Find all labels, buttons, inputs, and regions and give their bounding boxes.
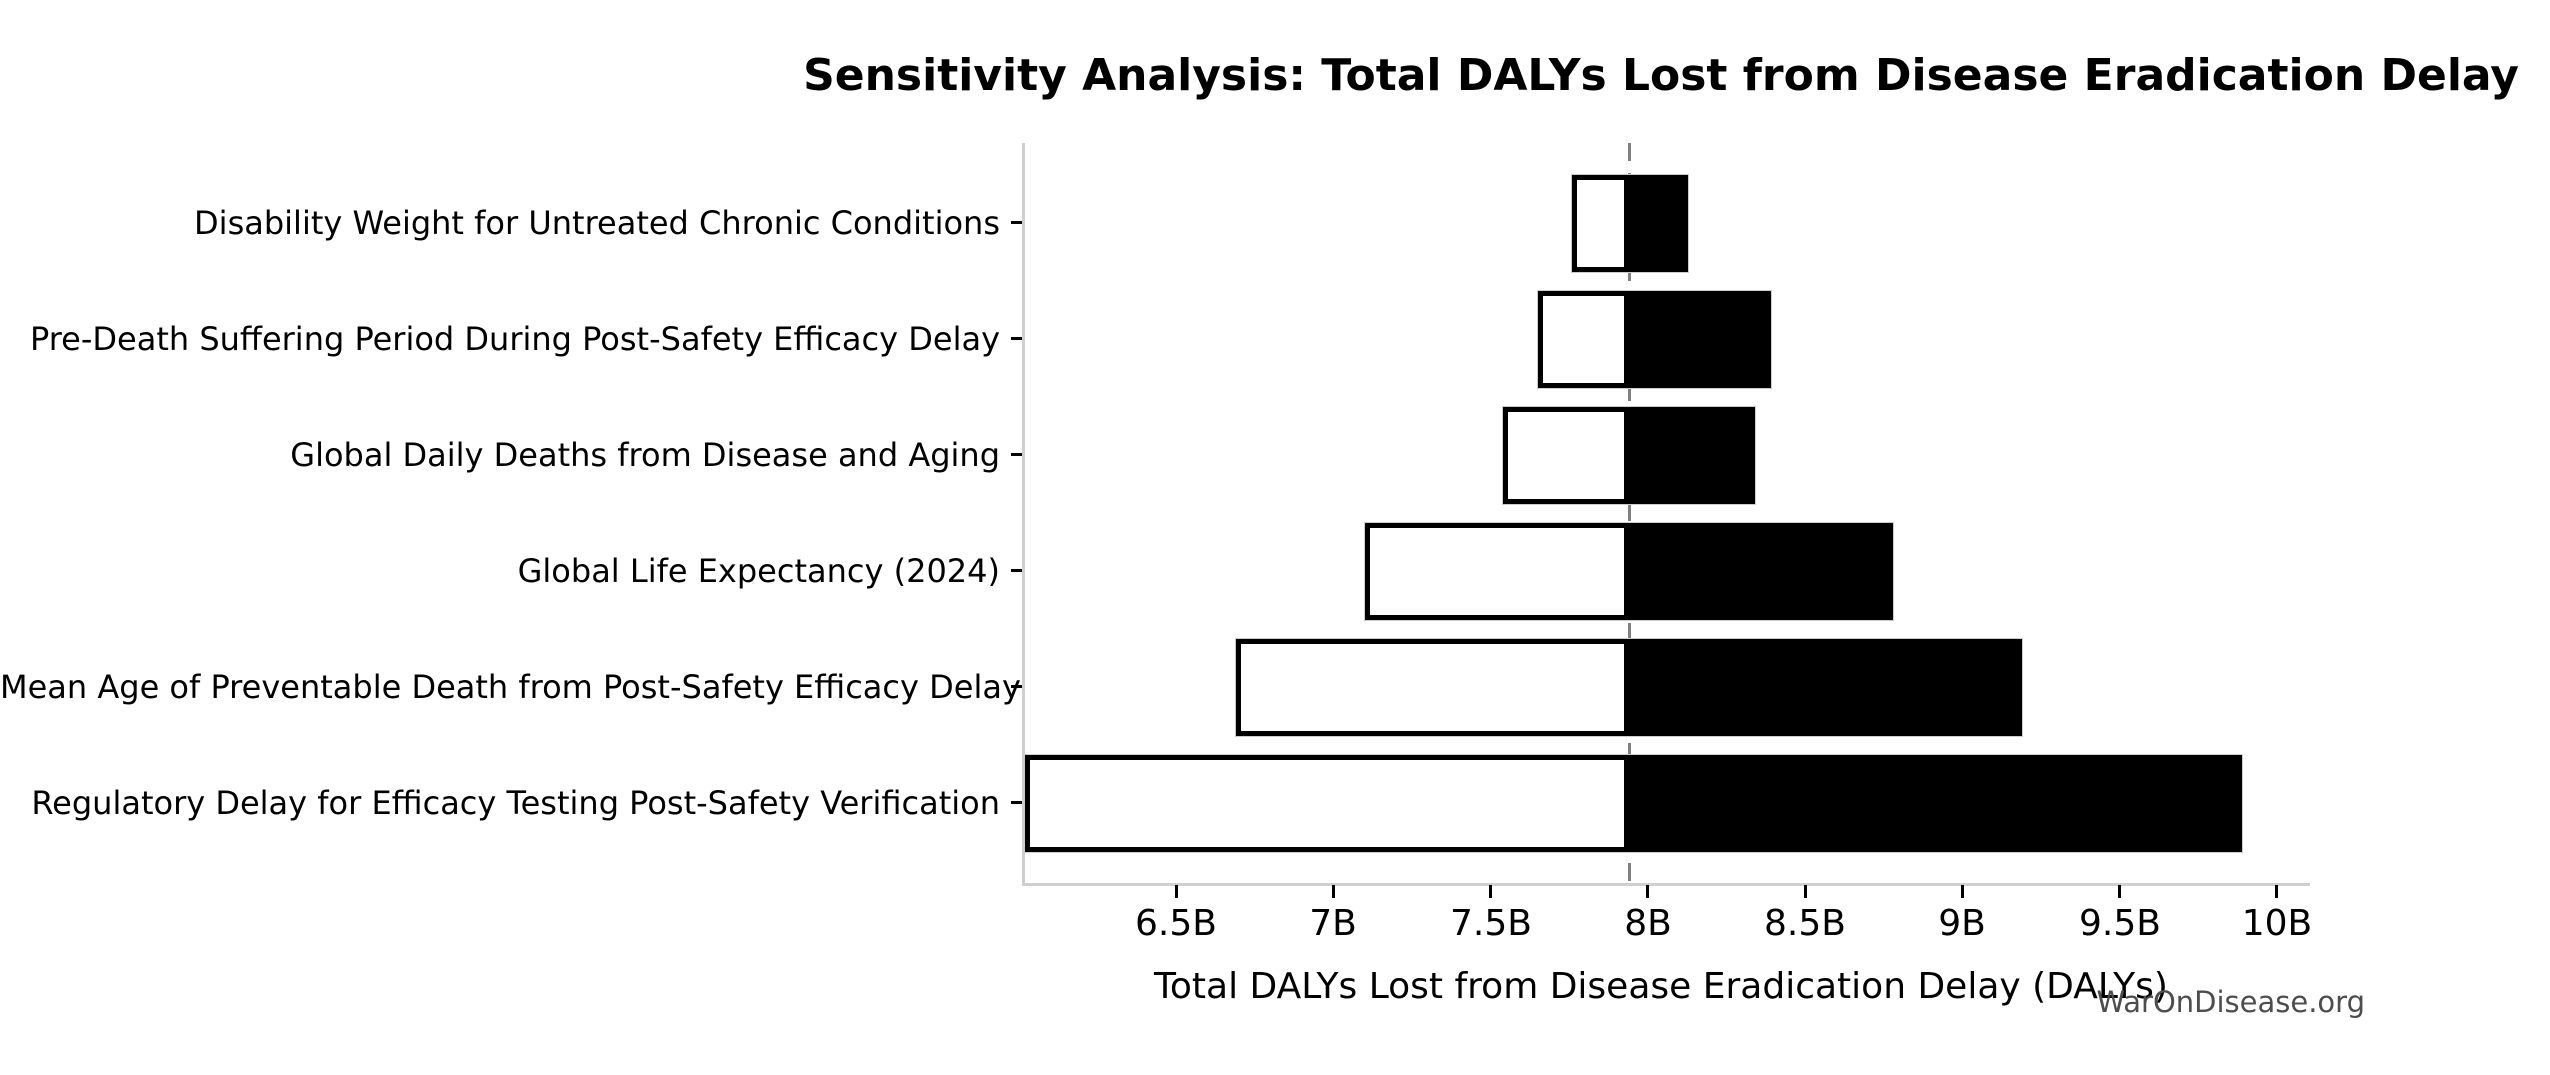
bar-low-segment (1572, 175, 1629, 272)
x-tick-label: 8B (1624, 903, 1672, 944)
x-tick-label: 7B (1309, 903, 1357, 944)
y-tick-mark (1011, 221, 1022, 224)
bar-high-segment (1629, 291, 1771, 388)
tornado-bar (1537, 290, 1772, 389)
y-tick-mark (1011, 801, 1022, 804)
baseline-dashed-line (1628, 143, 1631, 883)
y-tick-mark (1011, 685, 1022, 688)
bar-high-segment (1629, 639, 2022, 736)
x-tick-mark (1489, 885, 1492, 898)
x-tick-label: 6.5B (1135, 903, 1217, 944)
chart-title: Sensitivity Analysis: Total DALYs Lost f… (803, 50, 2519, 101)
y-axis-category-label: Pre-Death Suffering Period During Post-S… (29, 320, 1000, 358)
bar-high-segment (1629, 407, 1755, 504)
x-tick-mark (1961, 885, 1964, 898)
bar-high-segment (1629, 175, 1688, 272)
y-axis-category-label: Disability Weight for Untreated Chronic … (194, 204, 1000, 242)
watermark: WarOnDisease.org (2096, 985, 2365, 1019)
tornado-bar (1235, 638, 2023, 737)
bar-low-segment (1365, 523, 1629, 620)
y-axis-spine (1022, 143, 1025, 883)
bar-high-segment (1629, 523, 1893, 620)
y-axis-category-label: Global Daily Deaths from Disease and Agi… (290, 436, 1000, 474)
y-axis-category-label: Regulatory Delay for Efficacy Testing Po… (31, 784, 1000, 822)
tornado-bar (1364, 522, 1894, 621)
x-tick-label: 7.5B (1450, 903, 1532, 944)
x-axis-spine (1022, 883, 2310, 886)
x-tick-mark (1332, 885, 1335, 898)
x-tick-mark (2118, 885, 2121, 898)
y-axis-category-label: Mean Age of Preventable Death from Post-… (0, 668, 1021, 706)
x-tick-label: 8.5B (1764, 903, 1846, 944)
y-axis-category-label: Global Life Expectancy (2024) (517, 552, 1000, 590)
tornado-bar (1024, 754, 2243, 853)
x-tick-label: 10B (2241, 903, 2313, 944)
y-tick-mark (1011, 569, 1022, 572)
x-axis-label: Total DALYs Lost from Disease Eradicatio… (1154, 966, 2168, 1007)
x-tick-mark (2275, 885, 2278, 898)
x-tick-mark (1646, 885, 1649, 898)
bar-low-segment (1236, 639, 1629, 736)
tornado-bar (1571, 174, 1689, 273)
bar-high-segment (1629, 755, 2242, 852)
x-tick-mark (1804, 885, 1807, 898)
x-tick-label: 9B (1938, 903, 1986, 944)
bar-low-segment (1538, 291, 1629, 388)
x-tick-label: 9.5B (2079, 903, 2161, 944)
y-tick-mark (1011, 453, 1022, 456)
bar-low-segment (1025, 755, 1629, 852)
tornado-bar (1502, 406, 1756, 505)
bar-low-segment (1503, 407, 1629, 504)
x-tick-mark (1175, 885, 1178, 898)
y-tick-mark (1011, 337, 1022, 340)
